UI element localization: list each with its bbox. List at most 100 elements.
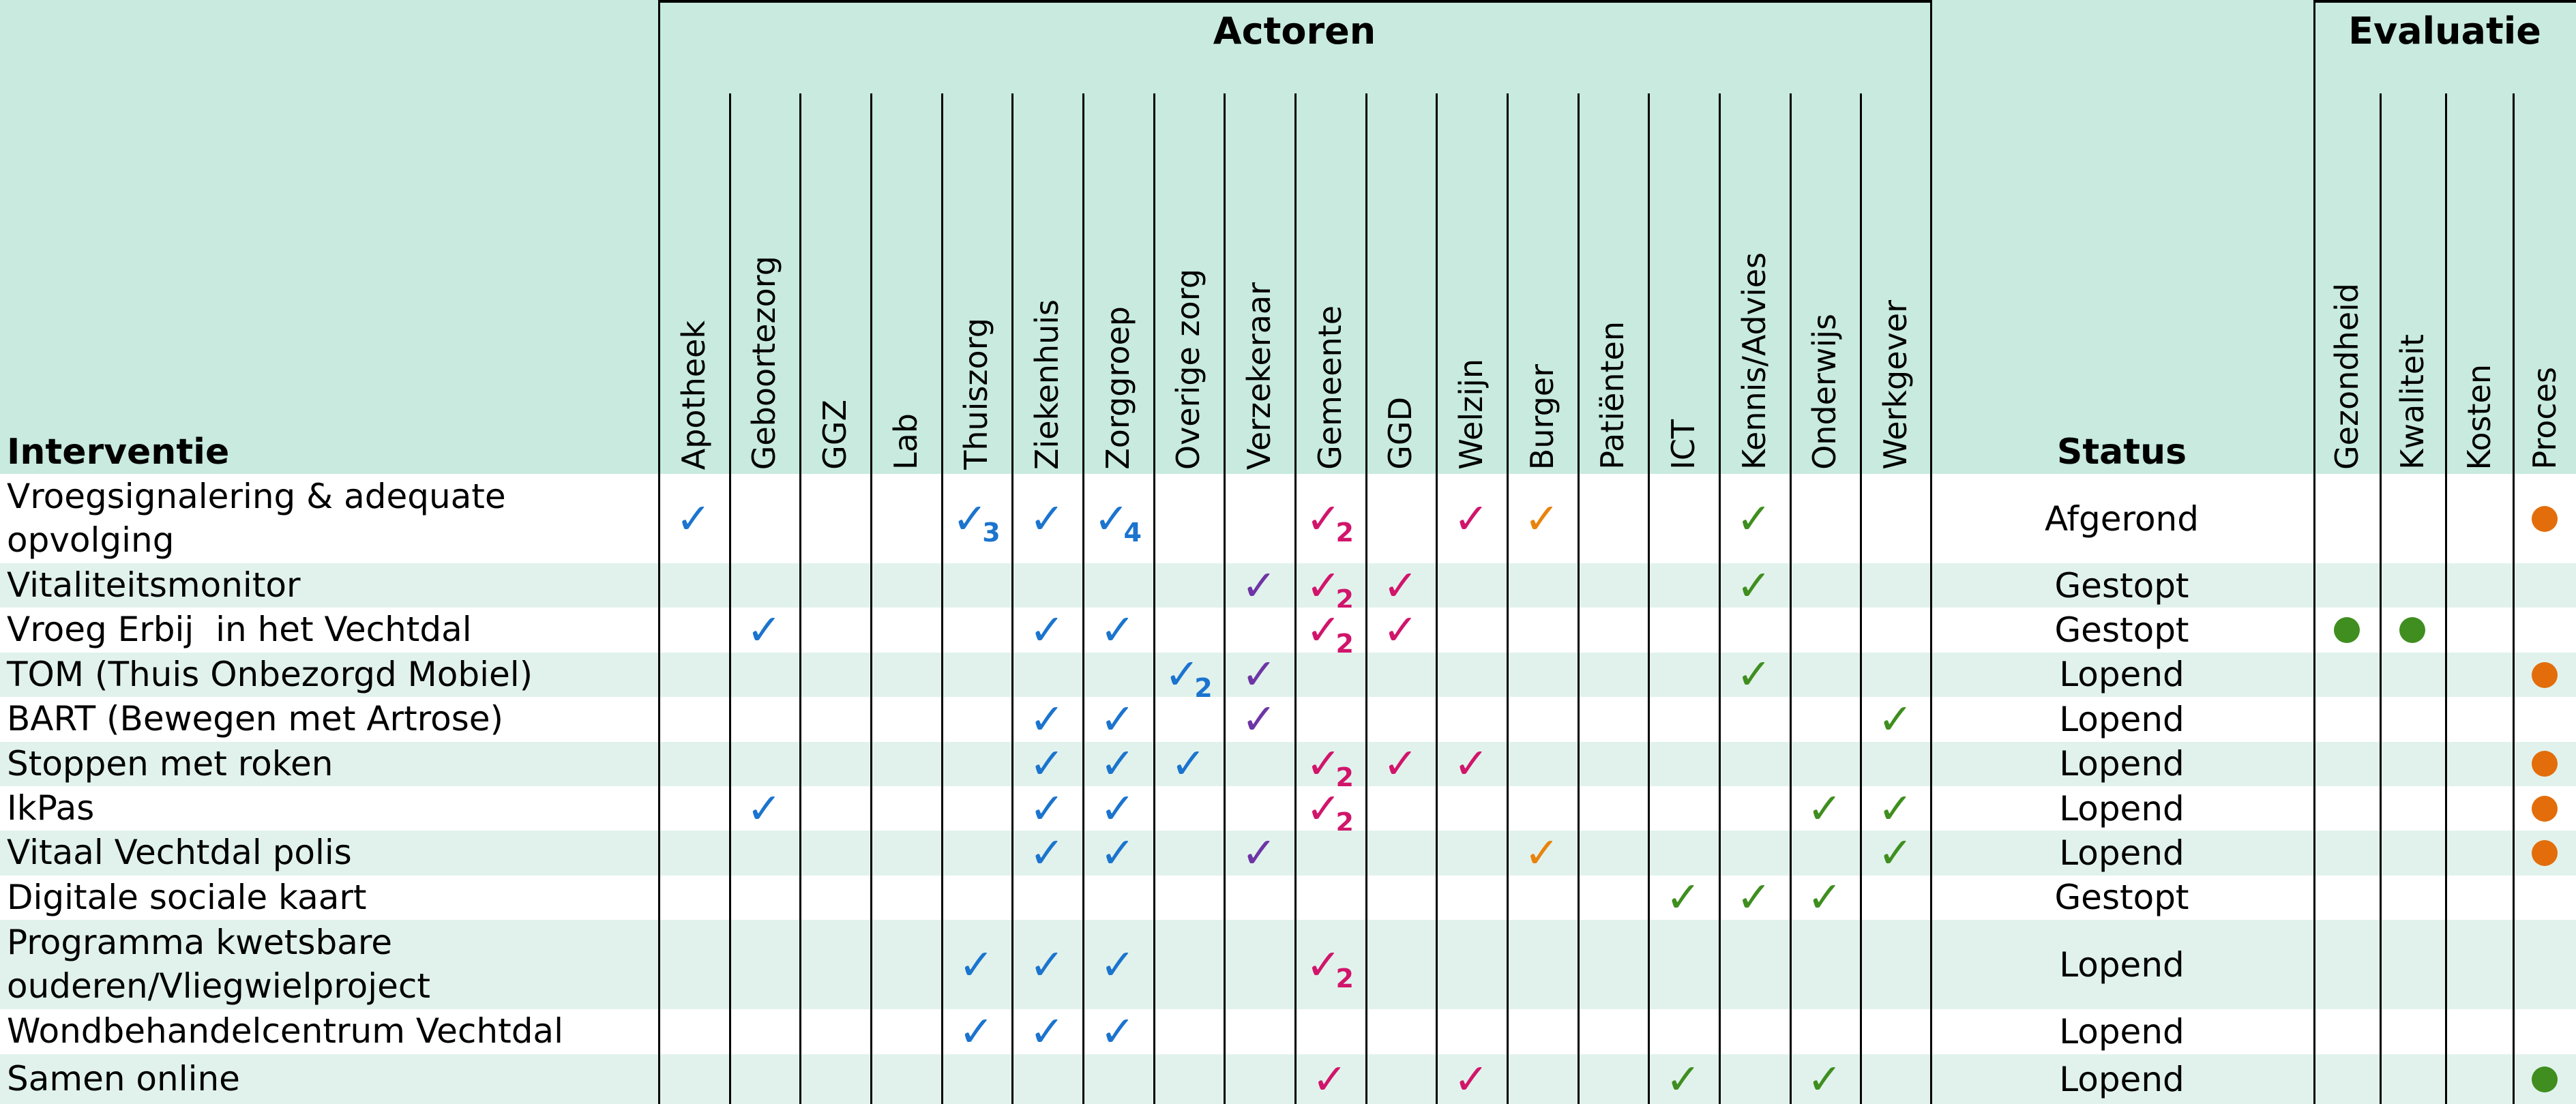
check-glyph: ✓ — [1170, 739, 1206, 789]
check-icon: ✓ — [1648, 876, 1719, 920]
evaluation-dot — [2531, 795, 2558, 822]
actor-column-label: ICT — [1665, 419, 1702, 470]
check-subscript: 2 — [1335, 629, 1354, 659]
check-subscript: 2 — [1335, 517, 1354, 548]
grid-vline — [1577, 93, 1580, 1104]
check-icon: ✓ — [1860, 697, 1931, 741]
check-glyph: ✓ — [1807, 872, 1843, 923]
check-subscript: 4 — [1123, 517, 1142, 548]
check-glyph: ✓ — [1305, 560, 1342, 610]
table-row — [0, 741, 2576, 786]
table-header-band: Actoren Evaluatie Interventie Status Apo… — [0, 0, 2576, 474]
actor-column-label: Lab — [887, 413, 924, 470]
check-icon: ✓ 2 — [1153, 653, 1224, 702]
check-icon: ✓ — [1082, 920, 1153, 1009]
evaluatie-column-label: Gezondheid — [2328, 282, 2365, 470]
check-icon: ✓ — [1082, 1009, 1153, 1054]
check-icon: ✓ — [1790, 876, 1861, 920]
check-icon: ✓ — [1365, 742, 1436, 786]
status-value: Lopend — [2059, 833, 2185, 874]
grid-vline — [870, 93, 872, 1104]
check-glyph: ✓ — [1029, 693, 1065, 744]
check-icon: ✓ 2 — [1294, 783, 1365, 835]
check-icon: ✓ — [1436, 742, 1507, 786]
actor-column-label: Onderwijs — [1806, 314, 1844, 470]
check-glyph: ✓ — [1029, 493, 1065, 543]
check-icon: ✓ — [1082, 786, 1153, 831]
evaluation-dot — [2399, 617, 2425, 644]
evaluatie-column-header: Proces — [2513, 0, 2576, 470]
check-icon: ✓ — [1365, 608, 1436, 652]
intervention-name: Vitaliteitsmonitor — [7, 565, 301, 605]
check-glyph: ✓ — [952, 493, 988, 543]
status-value: Lopend — [2059, 1011, 2185, 1051]
check-glyph: ✓ — [1736, 493, 1772, 543]
actor-column-header: Werkgever — [1860, 0, 1931, 470]
check-icon: ✓ — [1082, 742, 1153, 786]
check-glyph: ✓ — [1241, 828, 1277, 878]
check-glyph: ✓ — [1736, 560, 1772, 610]
check-glyph: ✓ — [1305, 783, 1342, 833]
actor-column-header: Zorggroep — [1082, 0, 1153, 470]
grid-vline — [1224, 93, 1226, 1104]
check-glyph: ✓ — [1878, 828, 1914, 878]
evaluation-dot — [2531, 840, 2558, 867]
actor-column-header: Overige zorg — [1153, 0, 1224, 470]
grid-vline — [799, 93, 802, 1104]
check-glyph: ✓ — [1241, 649, 1277, 700]
check-icon: ✓ — [1082, 608, 1153, 652]
check-icon: ✓ — [1011, 831, 1082, 875]
status-value: Afgerond — [2044, 498, 2199, 539]
interventie-column-header: Interventie — [7, 432, 230, 473]
actor-column-label: Werkgever — [1877, 300, 1914, 470]
check-glyph: ✓ — [1099, 1006, 1136, 1056]
check-glyph: ✓ — [1878, 693, 1914, 744]
actor-column-header: Patiënten — [1578, 0, 1648, 470]
check-icon: ✓ — [1719, 474, 1790, 563]
table-row — [0, 474, 2576, 563]
grid-vline — [1082, 93, 1084, 1104]
grid-vline — [1789, 93, 1792, 1104]
check-glyph: ✓ — [958, 939, 994, 989]
check-icon: ✓ 2 — [1294, 608, 1365, 657]
intervention-name: BART (Bewegen met Artrose) — [7, 699, 504, 739]
table-row — [0, 786, 2576, 831]
check-icon: ✓ — [1224, 831, 1294, 875]
check-glyph: ✓ — [1524, 493, 1560, 543]
check-glyph: ✓ — [1029, 783, 1065, 833]
check-icon: ✓ 3 — [941, 474, 1012, 563]
table-row — [0, 1009, 2576, 1054]
check-glyph: ✓ — [1093, 493, 1129, 543]
evaluatie-column-label: Kosten — [2460, 363, 2498, 470]
check-glyph: ✓ — [1241, 693, 1277, 744]
status-value: Lopend — [2059, 655, 2185, 695]
intervention-name: Digitale sociale kaart — [7, 877, 367, 917]
check-icon: ✓ — [1224, 653, 1294, 697]
evaluation-dot — [2531, 505, 2558, 532]
check-glyph: ✓ — [1453, 493, 1490, 543]
check-icon: ✓ — [941, 1009, 1012, 1054]
status-value: Gestopt — [2054, 878, 2189, 918]
grid-vline — [1436, 93, 1438, 1104]
evaluatie-column-header: Gezondheid — [2313, 0, 2380, 470]
actor-column-label: Thuiszorg — [958, 318, 995, 470]
check-subscript: 3 — [982, 517, 1001, 548]
actor-column-header: Kennis/Advies — [1719, 0, 1790, 470]
table-row — [0, 875, 2576, 921]
check-glyph: ✓ — [746, 783, 782, 833]
check-glyph: ✓ — [1382, 560, 1419, 610]
check-glyph: ✓ — [1099, 739, 1136, 789]
actor-column-label: Kennis/Advies — [1735, 252, 1773, 470]
check-glyph: ✓ — [958, 1006, 994, 1056]
check-icon: ✓ — [941, 920, 1012, 1009]
check-glyph: ✓ — [1099, 693, 1136, 744]
intervention-name: TOM (Thuis Onbezorgd Mobiel) — [7, 654, 533, 694]
actor-column-header: Gemeente — [1294, 0, 1365, 470]
intervention-name: Samen online — [7, 1058, 240, 1099]
actor-column-header: Lab — [870, 0, 941, 470]
check-glyph: ✓ — [1736, 872, 1772, 923]
intervention-name: Vroegsignalering & adequate opvolging — [7, 477, 517, 560]
table-row — [0, 920, 2576, 1010]
evaluation-dot — [2531, 1066, 2558, 1092]
